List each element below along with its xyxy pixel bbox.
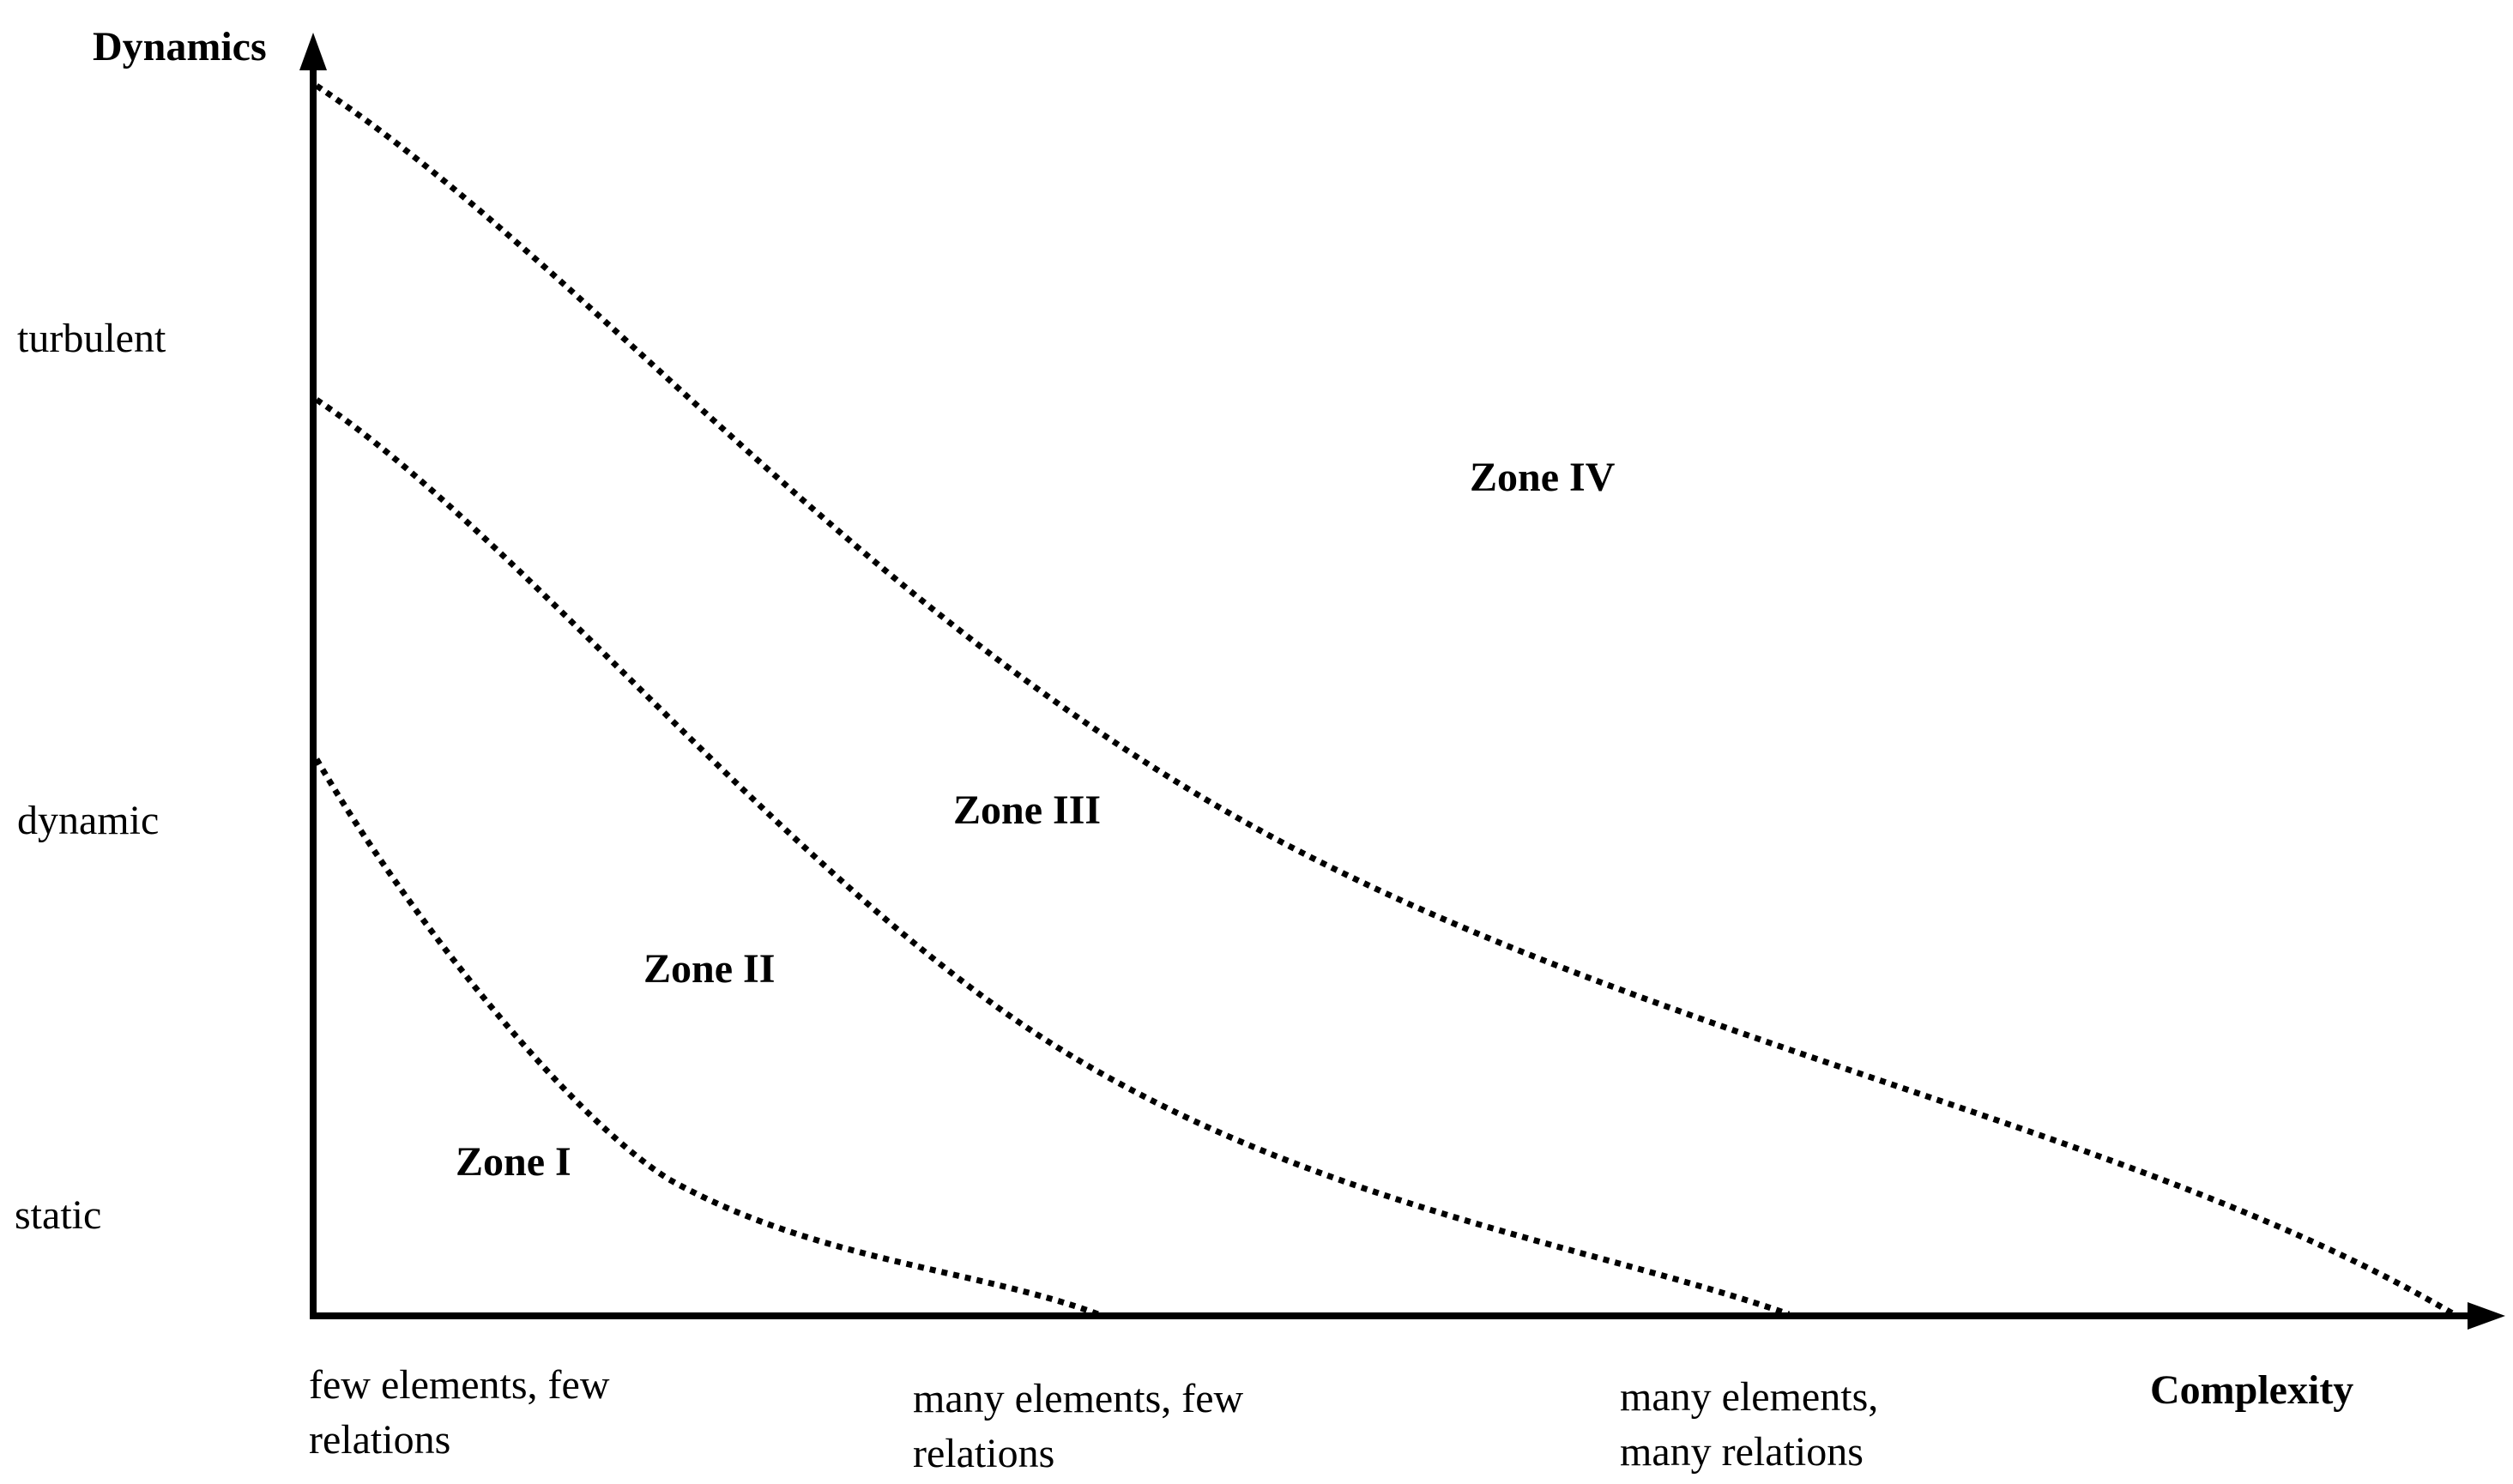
x-axis-title: Complexity [2150, 1367, 2353, 1413]
x-level-line: many elements, [1620, 1374, 1878, 1420]
x-level-line: few elements, few [309, 1362, 610, 1408]
zone-iii-label: Zone III [953, 787, 1101, 833]
x-level-line: many elements, few [913, 1376, 1244, 1421]
zone-boundaries [313, 83, 2456, 1318]
zone-ii-label: Zone II [643, 946, 775, 992]
zone-i-ii-boundary [313, 757, 1100, 1318]
y-axis-title: Dynamics [93, 24, 267, 69]
axes [299, 33, 2505, 1330]
y-level-dynamic: dynamic [17, 798, 159, 843]
y-level-static: static [15, 1192, 101, 1238]
x-axis-arrowhead [2468, 1302, 2505, 1330]
y-axis-arrowhead [299, 33, 327, 70]
zone-i-label: Zone I [456, 1139, 571, 1185]
zone-ii-iii-boundary [315, 397, 1791, 1318]
zone-iv-label: Zone IV [1470, 455, 1616, 500]
zone-iii-iv-boundary [315, 83, 2456, 1318]
x-level-line: many relations [1620, 1429, 1864, 1475]
x-level-many-elements-many-relations: many elements, many relations [1620, 1374, 1878, 1475]
x-level-line: relations [309, 1417, 450, 1463]
x-level-many-elements-few-relations: many elements, few relations [913, 1376, 1244, 1476]
x-level-few-elements-few-relations: few elements, few relations [309, 1362, 610, 1463]
y-level-turbulent: turbulent [17, 316, 166, 361]
x-level-line: relations [913, 1431, 1054, 1476]
